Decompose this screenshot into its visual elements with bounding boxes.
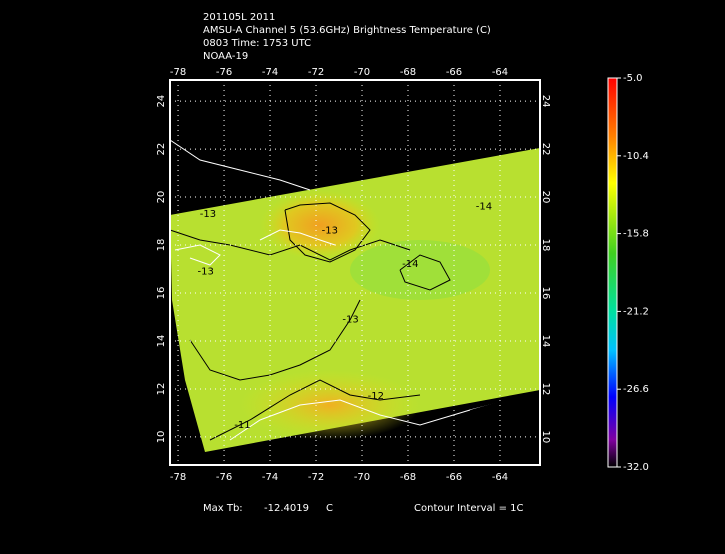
colorbar-label: -15.8 — [623, 229, 649, 240]
lon-tick-label: -68 — [400, 472, 416, 483]
colorbar-label: -21.2 — [623, 306, 649, 317]
lat-tick-label: 20 — [156, 191, 167, 204]
lat-tick-label: 22 — [540, 143, 551, 156]
coastline — [174, 244, 221, 266]
lon-tick-label: -72 — [308, 67, 324, 78]
max-label: Max Tb: — [203, 503, 243, 514]
lon-tick-label: -66 — [446, 472, 462, 483]
contour-label: -13 — [197, 266, 213, 277]
contour-label: -13 — [322, 226, 338, 237]
lat-tick-label: 10 — [156, 431, 167, 444]
lon-tick-label: -64 — [492, 67, 508, 78]
lon-tick-label: -64 — [492, 472, 508, 483]
contour-line — [189, 299, 361, 381]
colorbar — [607, 77, 618, 468]
contour-interval: Contour Interval = 1C — [414, 503, 524, 514]
lat-tick-label: 16 — [540, 287, 551, 300]
lat-tick-label: 16 — [156, 287, 167, 300]
swath — [169, 139, 540, 465]
max-value: -12.4019 — [264, 503, 309, 514]
contour-label: -14 — [402, 259, 418, 270]
warm-area — [240, 370, 420, 440]
colorbar-label: -26.6 — [623, 384, 649, 395]
lon-tick-label: -76 — [216, 67, 232, 78]
cool-area — [350, 240, 490, 300]
lat-tick-label: 12 — [540, 383, 551, 396]
lat-tick-label: 18 — [540, 239, 551, 252]
header-line: AMSU-A Channel 5 (53.6GHz) Brightness Te… — [203, 25, 491, 36]
lon-tick-label: -72 — [308, 472, 324, 483]
lat-tick-label: 18 — [156, 239, 167, 252]
lon-tick-label: -76 — [216, 472, 232, 483]
contour-label: -14 — [476, 202, 492, 213]
header-line: NOAA-19 — [203, 51, 248, 62]
lat-tick-label: 14 — [540, 335, 551, 348]
lon-tick-label: -74 — [262, 472, 278, 483]
header-line: 0803 Time: 1753 UTC — [203, 38, 311, 49]
coastline — [259, 229, 336, 246]
colorbar-label: -5.0 — [623, 73, 643, 84]
lat-tick-label: 10 — [540, 431, 551, 444]
coastline — [229, 394, 531, 441]
lat-tick-label: 20 — [540, 191, 551, 204]
lon-tick-label: -66 — [446, 67, 462, 78]
lon-tick-label: -78 — [170, 472, 186, 483]
contour-label: -12 — [368, 391, 384, 402]
contour-label: -13 — [200, 209, 216, 220]
header: 201105L 2011 AMSU-A Channel 5 (53.6GHz) … — [203, 12, 491, 62]
map-frame — [169, 79, 541, 466]
colorbar-label: -32.0 — [623, 462, 649, 473]
lon-tick-label: -74 — [262, 67, 278, 78]
warm-area — [260, 190, 380, 260]
contour-line — [209, 379, 421, 441]
lon-tick-label: -70 — [354, 472, 370, 483]
lat-tick-label: 22 — [156, 143, 167, 156]
contour-label: -11 — [234, 420, 250, 431]
lat-tick-label: 24 — [540, 95, 551, 108]
contour-label: -13 — [342, 314, 358, 325]
lat-tick-label: 14 — [156, 335, 167, 348]
lon-tick-label: -70 — [354, 67, 370, 78]
header-line: 201105L 2011 — [203, 12, 275, 23]
lon-tick-label: -78 — [170, 67, 186, 78]
lat-tick-label: 24 — [156, 95, 167, 108]
max-unit: C — [326, 503, 333, 514]
footer: Max Tb: -12.4019 C Contour Interval = 1C — [203, 503, 524, 514]
lon-tick-label: -68 — [400, 67, 416, 78]
coastline — [169, 139, 311, 191]
no-data — [470, 390, 540, 465]
contour-line — [399, 254, 451, 291]
lat-tick-label: 12 — [156, 383, 167, 396]
colorbar-label: -10.4 — [623, 151, 649, 162]
